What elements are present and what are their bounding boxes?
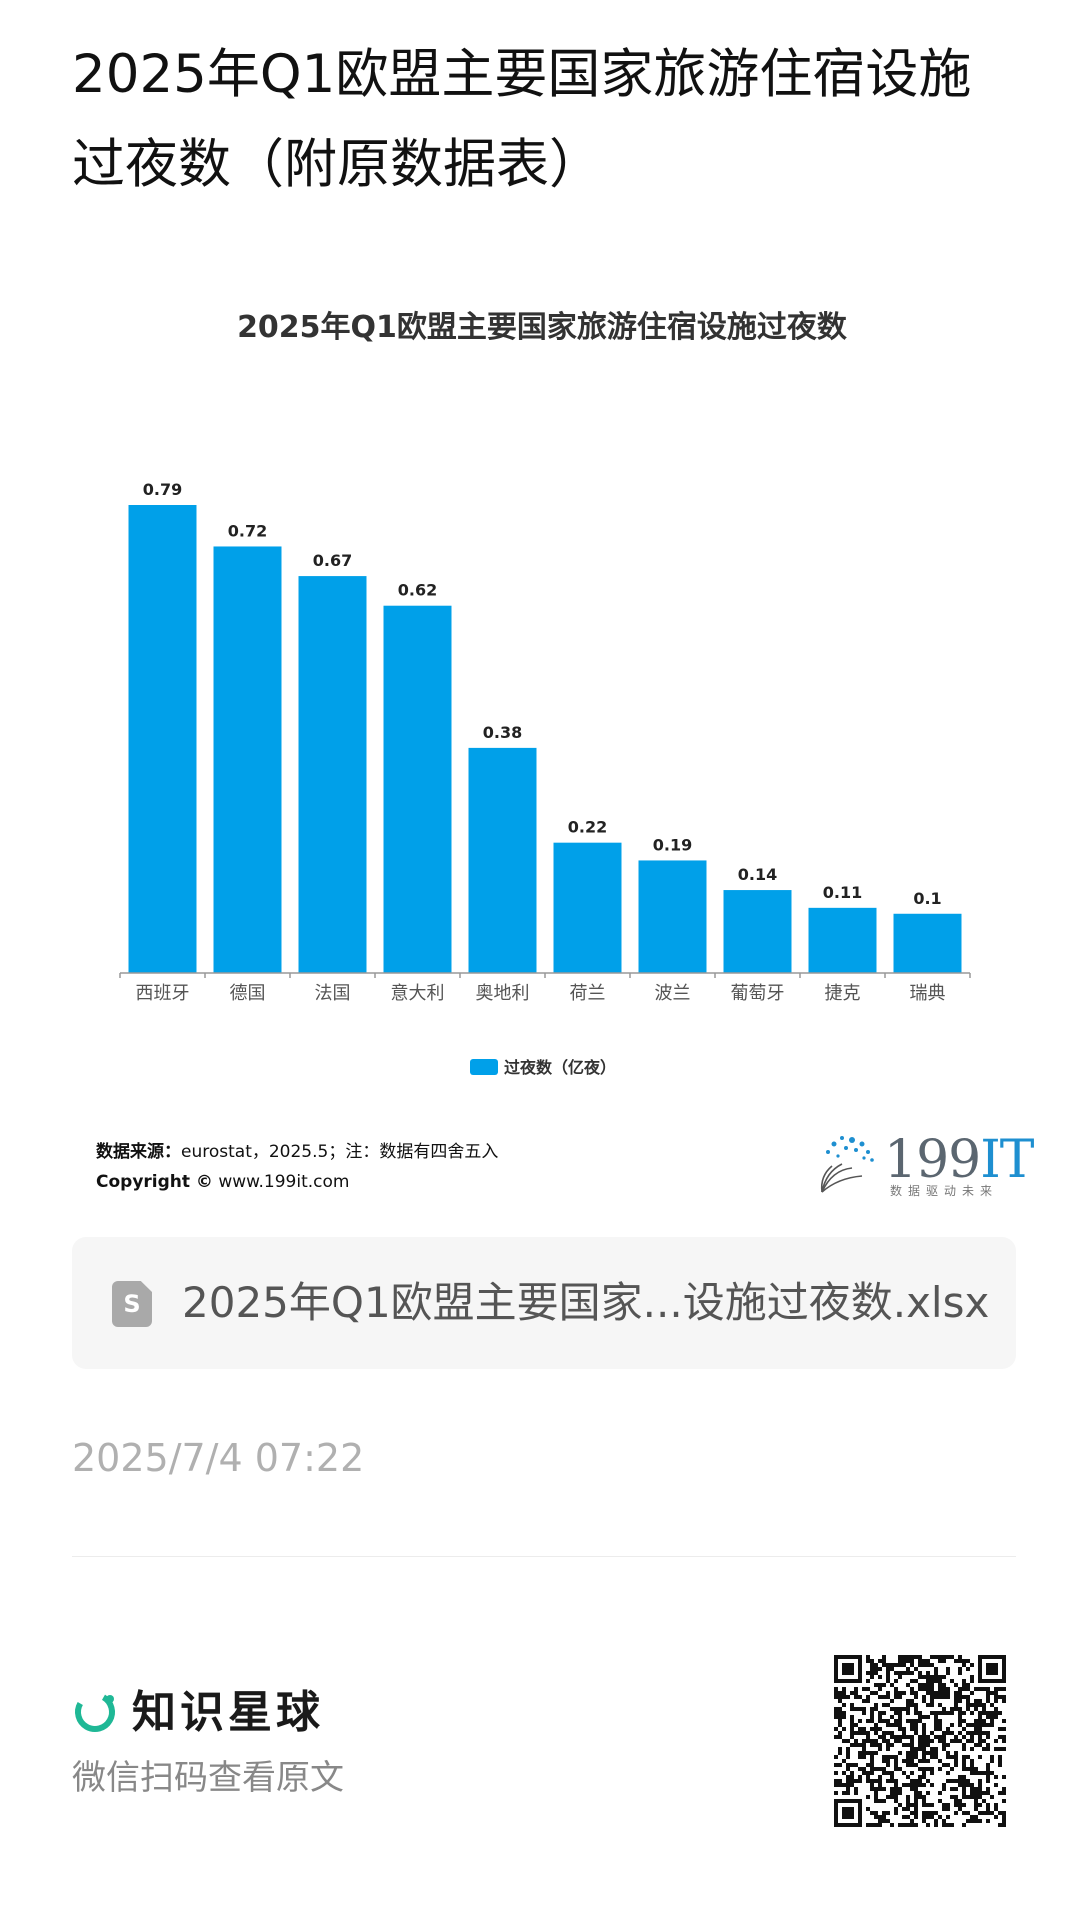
logo-text-accent: IT: [980, 1130, 1034, 1190]
bar-6: [638, 860, 707, 973]
x-tick-label-8: 捷克: [825, 983, 861, 1004]
x-tick-label-1: 德国: [230, 983, 266, 1004]
source-text: eurostat，2025.5；注：数据有四舍五入: [181, 1142, 499, 1162]
data-label-1: 0.72: [228, 521, 267, 540]
data-label-8: 0.11: [823, 883, 862, 902]
x-tick-label-6: 波兰: [655, 983, 691, 1004]
brand-name: 知识星球: [132, 1687, 324, 1738]
data-label-4: 0.38: [483, 723, 522, 742]
chart-image: 2025年Q1欧盟主要国家旅游住宿设施过夜数 0.79 西班牙 0.72 德国 0.67…: [72, 285, 1035, 1215]
legend-swatch: [470, 1059, 498, 1075]
post-title: 2025年Q1欧盟主要国家旅游住宿设施过夜数（附原数据表）: [72, 44, 972, 195]
logo-tagline: 数据驱动未来: [890, 1184, 999, 1198]
legend-label: 过夜数（亿夜）: [504, 1058, 616, 1077]
bar-4: [468, 747, 537, 973]
bar-0: [128, 505, 197, 973]
data-label-2: 0.67: [313, 551, 352, 570]
qr-code-icon[interactable]: [834, 1655, 1006, 1827]
publish-timestamp: 2025/7/4 07:22: [72, 1436, 365, 1480]
bar-2: [298, 576, 367, 973]
x-tick-label-3: 意大利: [391, 983, 445, 1004]
data-label-7: 0.14: [738, 865, 777, 884]
attachment-filename: 2025年Q1欧盟主要国家...设施过夜数.xlsx: [182, 1278, 990, 1327]
spreadsheet-file-icon: [112, 1281, 152, 1327]
199it-logo: 199IT 数据驱动未来: [812, 1130, 1035, 1200]
data-label-0: 0.79: [143, 480, 182, 499]
bar-9: [893, 913, 962, 973]
x-tick-label-9: 瑞典: [910, 983, 946, 1004]
bar-5: [553, 842, 622, 973]
x-tick-label-5: 荷兰: [570, 983, 606, 1004]
data-label-6: 0.19: [653, 835, 692, 854]
source-note: 数据来源：eurostat，2025.5；注：数据有四舍五入 Copyright…: [96, 1137, 498, 1197]
divider: [72, 1556, 1016, 1557]
bar-1: [213, 546, 282, 973]
bar-7: [723, 890, 792, 973]
data-label-5: 0.22: [568, 818, 607, 837]
x-tick-label-2: 法国: [315, 983, 351, 1004]
source-label: 数据来源：: [96, 1142, 181, 1162]
data-label-9: 0.1: [913, 889, 941, 908]
x-tick-label-0: 西班牙: [136, 983, 190, 1004]
copyright-label: Copyright ©: [96, 1172, 213, 1192]
x-tick-label-4: 奥地利: [476, 983, 530, 1004]
dandelion-icon: [820, 1136, 874, 1193]
bar-8: [808, 907, 877, 973]
bar-3: [383, 605, 452, 973]
scan-hint: 微信扫码查看原文: [72, 1758, 344, 1798]
attachment-card[interactable]: 2025年Q1欧盟主要国家...设施过夜数.xlsx: [72, 1237, 1016, 1369]
copyright-url: www.199it.com: [218, 1172, 350, 1192]
data-label-3: 0.62: [398, 581, 437, 600]
planet-ring-icon: [75, 1692, 115, 1732]
x-tick-label-7: 葡萄牙: [731, 983, 785, 1004]
logo-text-main: 199: [884, 1130, 981, 1190]
chart-title: 2025年Q1欧盟主要国家旅游住宿设施过夜数: [237, 310, 848, 345]
bar-chart: 2025年Q1欧盟主要国家旅游住宿设施过夜数 0.79 西班牙 0.72 德国 0.67…: [119, 310, 971, 1077]
legend: 过夜数（亿夜）: [470, 1058, 616, 1077]
